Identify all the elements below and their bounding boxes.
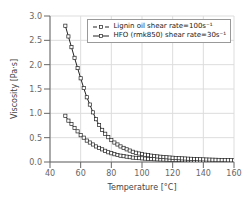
svg-text:60: 60 xyxy=(76,169,86,178)
svg-text:120: 120 xyxy=(165,169,180,178)
svg-text:2.5: 2.5 xyxy=(29,36,42,45)
svg-text:80: 80 xyxy=(106,169,116,178)
svg-text:40: 40 xyxy=(45,169,55,178)
svg-text:Temperature [°C]: Temperature [°C] xyxy=(106,183,176,192)
svg-text:160: 160 xyxy=(226,169,241,178)
svg-text:100: 100 xyxy=(134,169,149,178)
html-text:HFO (rmk850) shear rate=30s⁻¹: HFO (rmk850) shear rate=30s⁻¹ xyxy=(113,31,226,39)
svg-text:Viscosity [Pa·s]: Viscosity [Pa·s] xyxy=(10,59,19,119)
svg-text:140: 140 xyxy=(196,169,211,178)
svg-text:0.0: 0.0 xyxy=(29,158,42,167)
svg-text:1.0: 1.0 xyxy=(29,109,42,118)
svg-text:3.0: 3.0 xyxy=(29,12,42,21)
svg-text:0.5: 0.5 xyxy=(29,134,42,143)
svg-text:1.5: 1.5 xyxy=(29,85,42,94)
svg-text:2.0: 2.0 xyxy=(29,61,42,70)
html-text:Lignin oil shear rate=100s⁻¹: Lignin oil shear rate=100s⁻¹ xyxy=(113,22,213,30)
